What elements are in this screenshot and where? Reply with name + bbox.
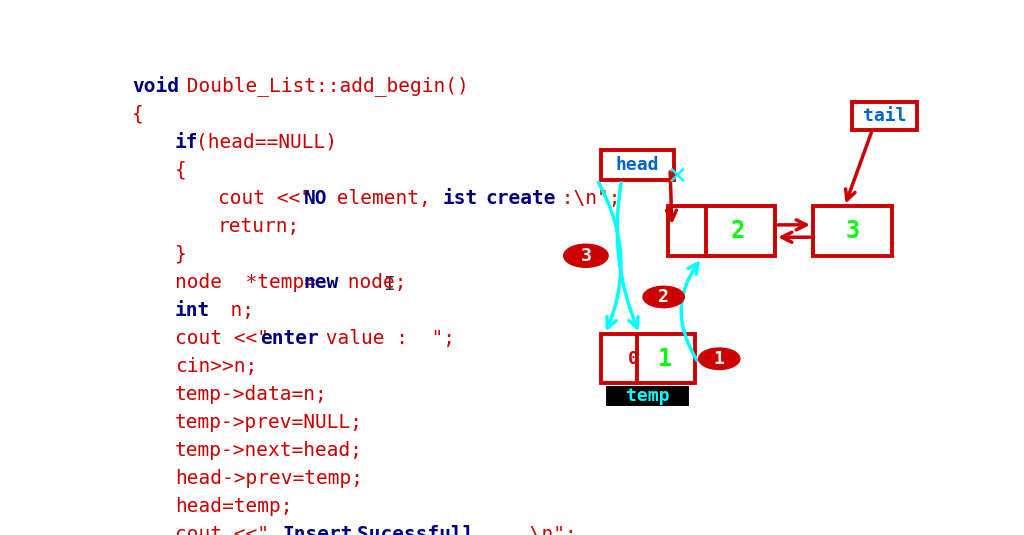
Text: {: {	[132, 104, 143, 124]
Text: head: head	[615, 156, 659, 174]
Bar	[608, 388, 687, 403]
Circle shape	[698, 348, 740, 370]
Text: (head==NULL): (head==NULL)	[197, 133, 337, 151]
Text: return;: return;	[218, 217, 300, 235]
Text: cin>>n;: cin>>n;	[175, 357, 257, 376]
Text: 2: 2	[730, 219, 744, 243]
Text: 0: 0	[628, 350, 638, 368]
Text: \n";: \n";	[518, 525, 577, 535]
Bar	[601, 334, 694, 384]
Text: 1: 1	[657, 347, 672, 371]
Text: temp: temp	[626, 387, 670, 405]
Text: {: {	[175, 160, 186, 180]
Text: enter: enter	[260, 328, 319, 348]
Text: 3: 3	[581, 247, 591, 265]
Text: if: if	[175, 133, 199, 151]
Text: new: new	[303, 273, 339, 292]
Text: ✕: ✕	[667, 165, 688, 189]
Text: node  *temp=: node *temp=	[175, 273, 315, 292]
Text: cout <<": cout <<"	[218, 189, 311, 208]
Text: }: }	[175, 244, 186, 264]
Text: Double_List::add_begin(): Double_List::add_begin()	[175, 77, 469, 96]
Bar	[813, 207, 892, 256]
Bar	[601, 150, 674, 180]
Text: create: create	[485, 189, 556, 208]
Text: n;: n;	[207, 301, 254, 319]
Text: cout <<": cout <<"	[175, 328, 269, 348]
Text: head=temp;: head=temp;	[175, 497, 292, 516]
Text: head->prev=temp;: head->prev=temp;	[175, 469, 362, 488]
Text: temp->data=n;: temp->data=n;	[175, 385, 328, 404]
Text: I: I	[383, 274, 395, 294]
Text: temp->next=head;: temp->next=head;	[175, 441, 362, 460]
Text: temp->prev=NULL;: temp->prev=NULL;	[175, 412, 362, 432]
Bar	[668, 207, 775, 256]
Text: Insert: Insert	[282, 525, 352, 535]
Text: element,: element,	[325, 189, 454, 208]
Text: int: int	[175, 301, 210, 319]
Text: void: void	[132, 77, 179, 96]
Text: 3: 3	[846, 219, 860, 243]
Text: NO: NO	[303, 189, 327, 208]
Text: ist: ist	[442, 189, 478, 208]
Text: value :  ";: value : ";	[314, 328, 455, 348]
Text: 1: 1	[714, 350, 725, 368]
Circle shape	[563, 244, 608, 268]
Text: tail: tail	[862, 106, 906, 125]
Text: cout <<": cout <<"	[175, 525, 292, 535]
Text: Sucessfull....: Sucessfull....	[357, 525, 534, 535]
Text: 2: 2	[658, 288, 669, 306]
Bar	[852, 102, 916, 129]
Text: :\n";: :\n";	[550, 189, 621, 208]
Circle shape	[643, 286, 684, 308]
Text: node;: node;	[336, 273, 407, 292]
